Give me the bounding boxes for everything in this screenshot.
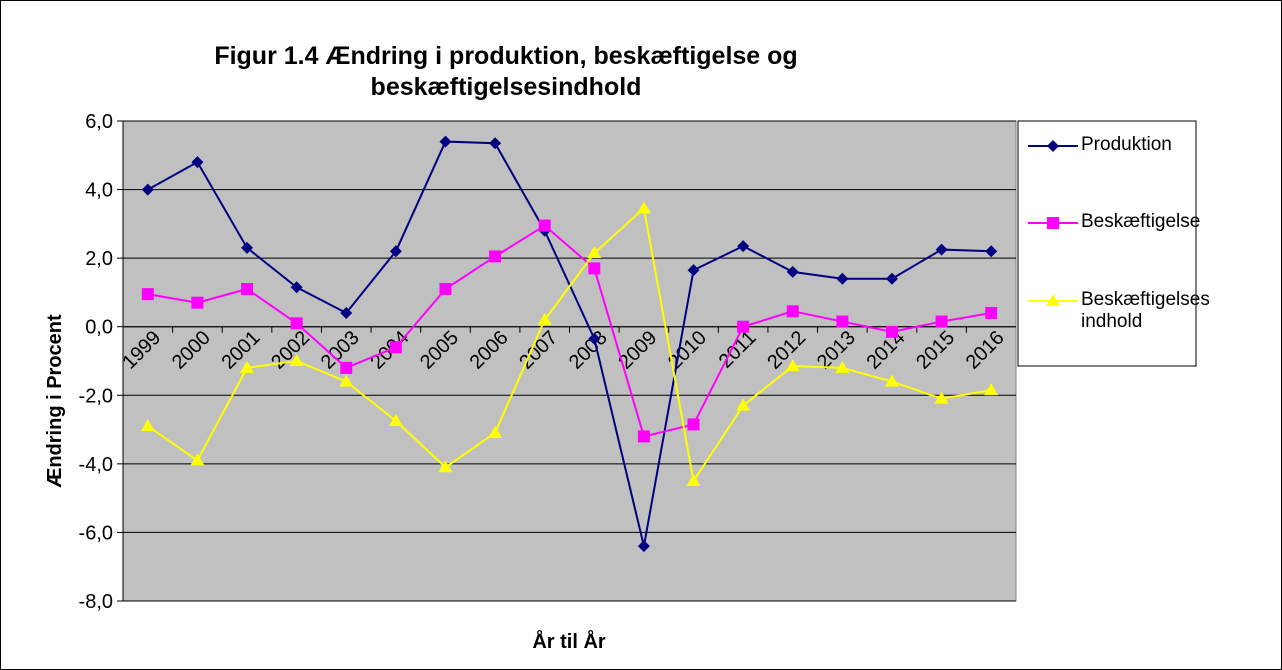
marker <box>588 332 601 345</box>
marker <box>241 241 254 254</box>
y-tick-label: -4,0 <box>79 454 113 476</box>
marker <box>686 474 701 486</box>
marker <box>687 264 700 277</box>
legend-label: Beskæftigelse <box>1081 211 1201 232</box>
marker <box>1047 217 1059 229</box>
legend-box <box>1017 120 1197 367</box>
marker <box>836 315 849 328</box>
marker <box>388 414 403 426</box>
y-tick-label: -6,0 <box>79 522 113 544</box>
legend-label: Beskæftigelses indhold <box>1081 289 1210 332</box>
marker <box>191 156 204 169</box>
marker <box>340 307 353 319</box>
y-axis-label: Ændring i Procent <box>44 314 66 488</box>
y-tick-label: -2,0 <box>79 385 113 407</box>
marker <box>241 283 254 295</box>
marker <box>935 243 948 256</box>
marker <box>836 272 849 285</box>
marker <box>141 288 154 301</box>
marker <box>1046 294 1060 306</box>
marker <box>984 383 999 396</box>
series-line <box>147 140 992 547</box>
marker <box>737 240 750 253</box>
marker <box>737 320 750 333</box>
marker <box>1047 140 1059 152</box>
marker <box>934 391 949 404</box>
marker <box>885 272 898 285</box>
y-tick-label: 0,0 <box>85 317 113 339</box>
marker <box>389 245 402 258</box>
marker <box>340 361 353 374</box>
marker <box>884 374 899 387</box>
plot-area <box>122 120 1017 602</box>
marker <box>439 135 452 148</box>
marker <box>240 360 255 373</box>
marker <box>985 307 998 319</box>
legend-label: Produktion <box>1081 134 1172 155</box>
marker <box>835 360 850 373</box>
marker <box>537 312 552 325</box>
chart-title: Figur 1.4 Ændring i produktion, beskæfti… <box>214 42 798 101</box>
marker <box>637 430 650 443</box>
marker <box>190 453 205 466</box>
y-tick-label: 4,0 <box>85 180 113 202</box>
marker <box>588 262 601 275</box>
marker <box>289 354 304 366</box>
marker <box>488 426 503 438</box>
x-axis-label: År til År <box>532 629 606 653</box>
marker <box>191 296 204 309</box>
marker <box>489 137 502 150</box>
marker <box>538 219 551 232</box>
series-line <box>147 224 992 438</box>
marker <box>785 359 800 372</box>
marker <box>389 341 402 354</box>
marker <box>786 305 799 318</box>
series-line <box>147 206 992 484</box>
marker <box>339 374 354 387</box>
marker <box>587 246 602 258</box>
marker <box>636 201 651 214</box>
marker <box>687 418 700 431</box>
marker <box>985 245 998 258</box>
marker <box>439 283 452 295</box>
marker <box>885 325 898 338</box>
y-tick-label: -8,0 <box>79 591 113 613</box>
marker <box>637 540 650 553</box>
marker <box>786 265 799 278</box>
marker <box>736 398 751 411</box>
marker <box>141 183 154 196</box>
marker <box>290 317 303 330</box>
marker <box>489 250 502 263</box>
y-tick-label: 2,0 <box>85 248 113 270</box>
marker <box>140 419 155 432</box>
marker <box>290 281 303 294</box>
y-tick-label: 6,0 <box>85 111 113 133</box>
marker <box>935 315 948 328</box>
marker <box>438 460 453 473</box>
